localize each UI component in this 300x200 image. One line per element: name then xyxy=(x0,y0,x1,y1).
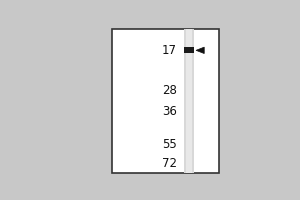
Bar xyxy=(184,47,194,53)
Text: 55: 55 xyxy=(162,138,177,151)
Polygon shape xyxy=(196,47,204,54)
Text: 28: 28 xyxy=(162,84,177,97)
Text: 72: 72 xyxy=(162,157,177,170)
Bar xyxy=(184,29,194,173)
Bar xyxy=(186,29,192,173)
Text: 36: 36 xyxy=(162,105,177,118)
Text: 17: 17 xyxy=(162,44,177,57)
Bar xyxy=(112,29,219,173)
